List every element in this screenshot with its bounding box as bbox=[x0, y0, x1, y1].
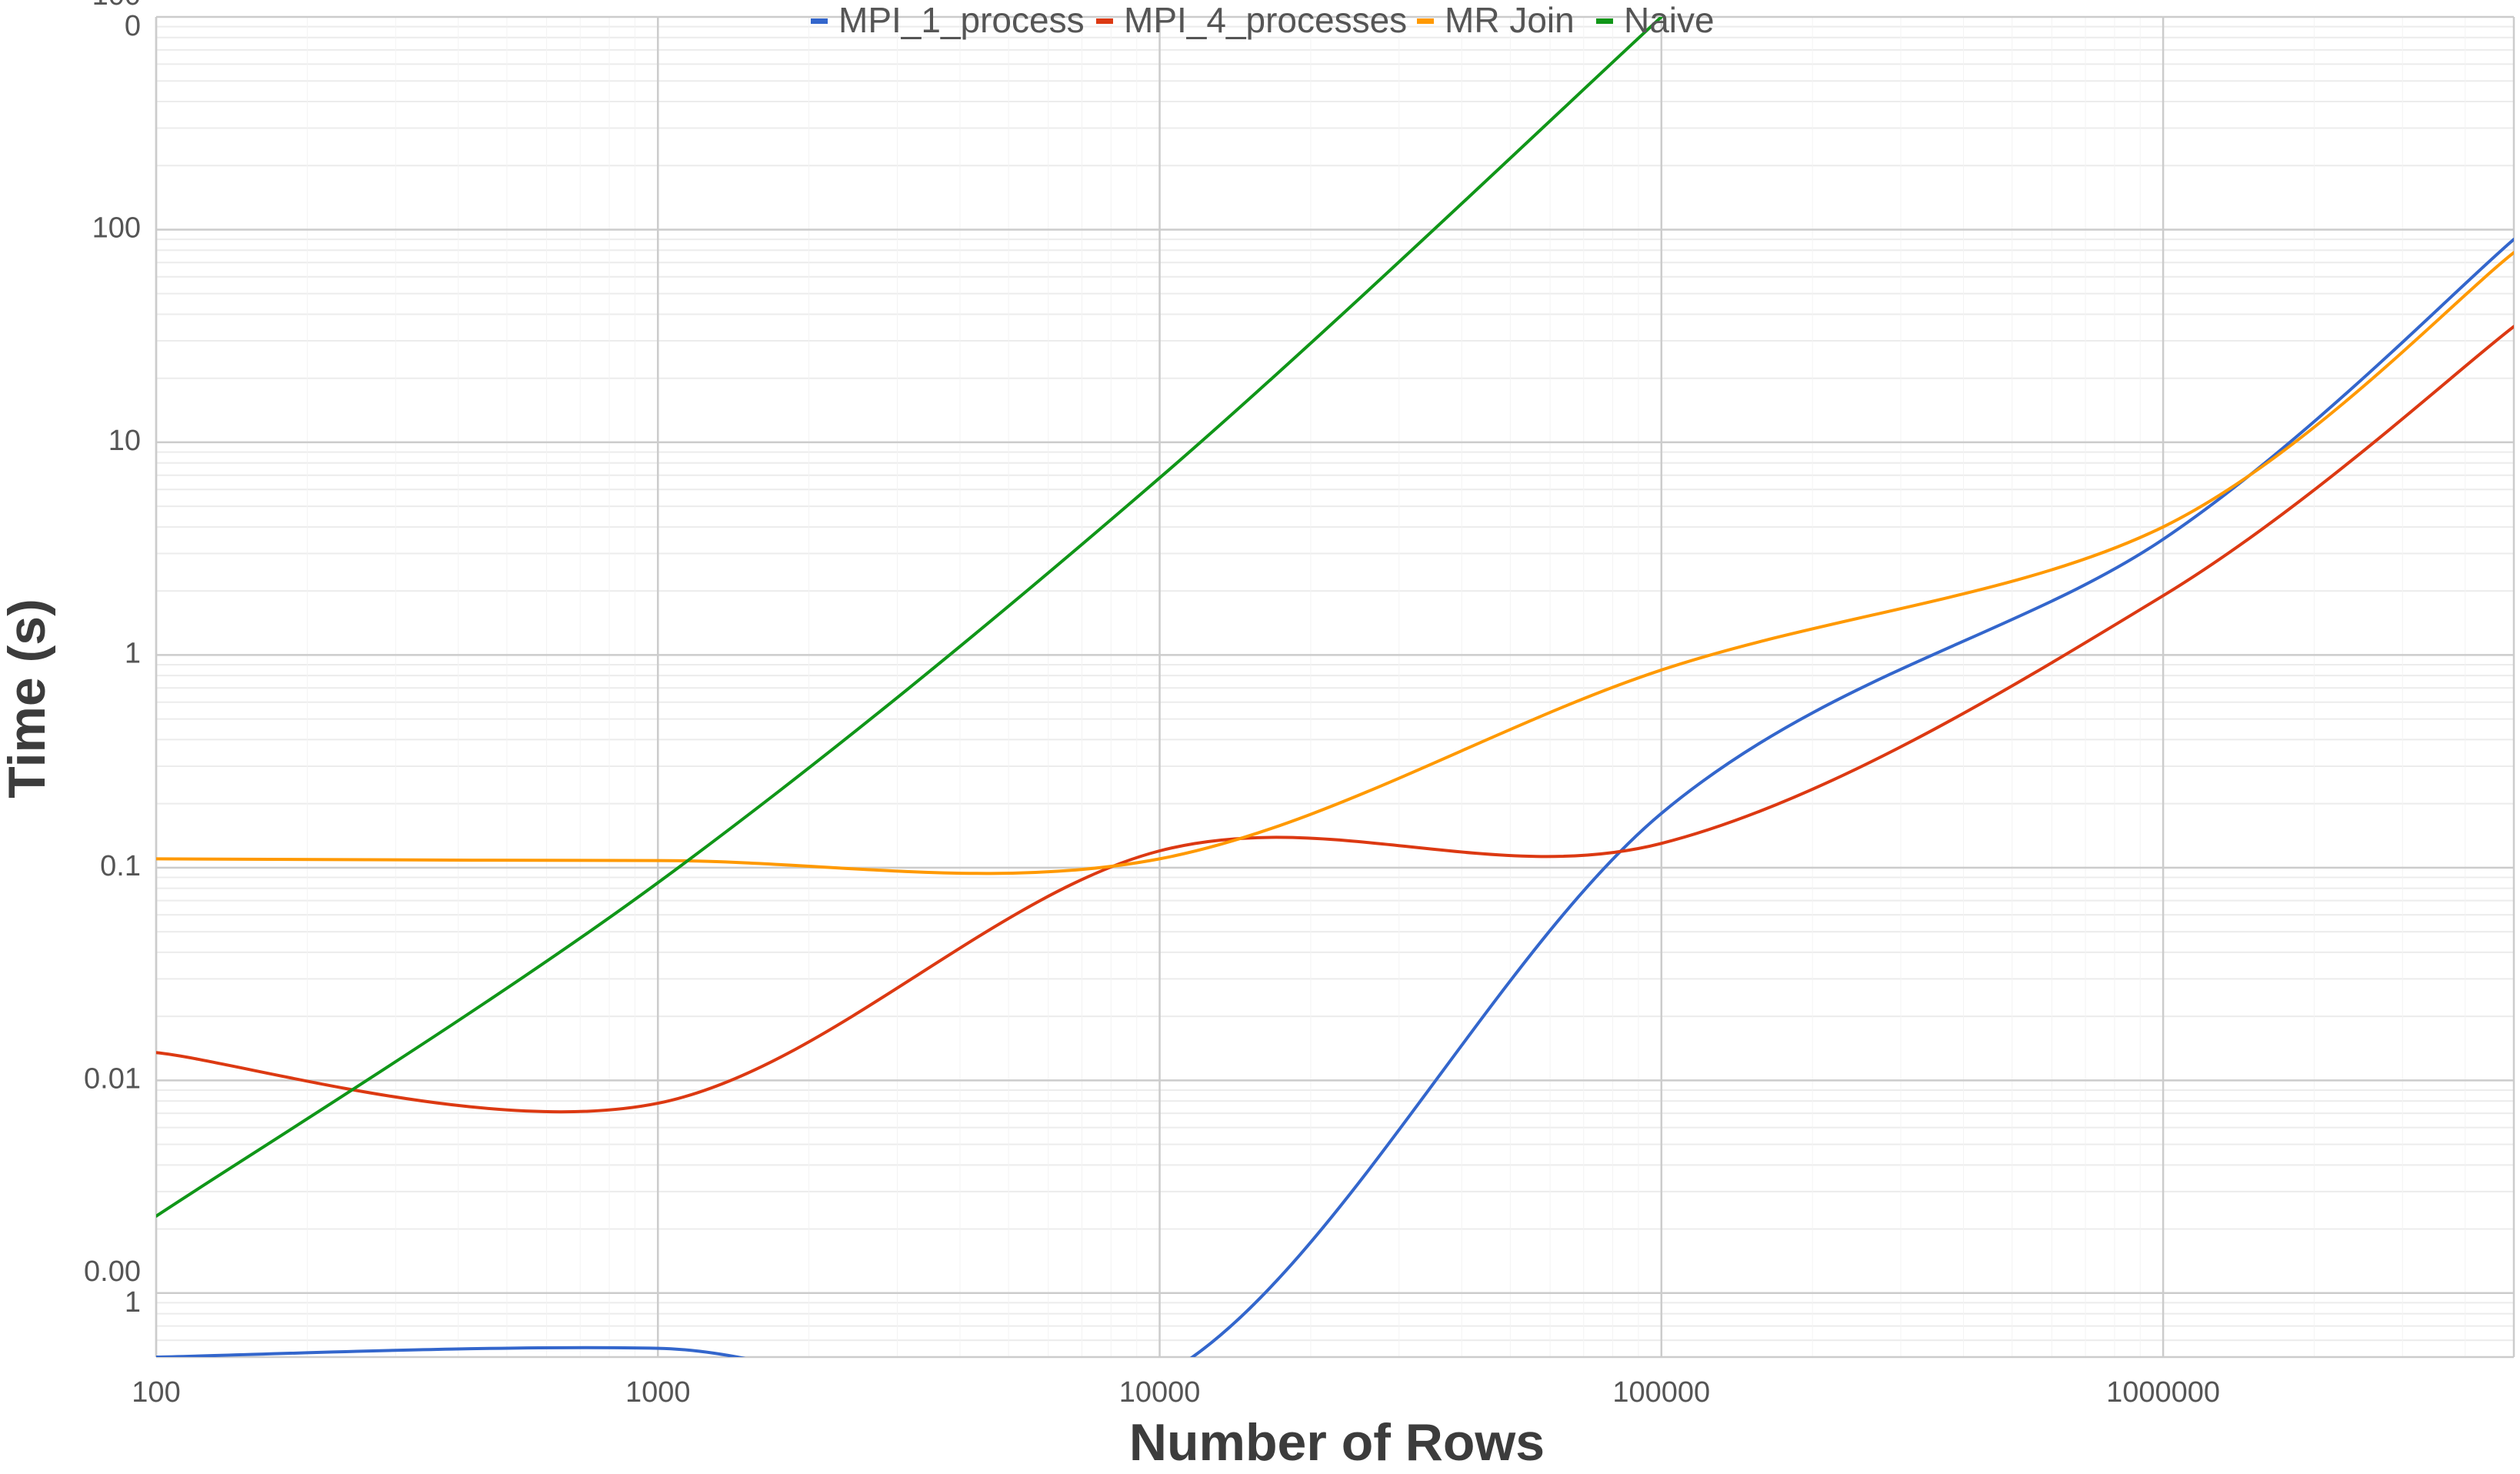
y-tick-label: 100 bbox=[92, 0, 141, 12]
legend: MPI_1_process MPI_4_processes MR Join Naive bbox=[811, 0, 1715, 40]
legend-item: MPI_4_processes bbox=[1096, 0, 1407, 40]
y-tick-label: 100 bbox=[92, 212, 141, 244]
legend-item: MPI_1_process bbox=[811, 0, 1085, 40]
x-tick-label: 10000 bbox=[1119, 1376, 1201, 1409]
y-tick-label: 1 bbox=[125, 637, 141, 669]
x-axis-title: Number of Rows bbox=[1129, 1413, 1545, 1472]
x-tick-label: 100000 bbox=[1612, 1376, 1710, 1409]
legend-label: MR Join bbox=[1445, 0, 1575, 40]
y-axis-title: Time (s) bbox=[0, 599, 56, 798]
series-line-mpi-4-processes bbox=[156, 325, 2514, 1114]
series-line-naive bbox=[156, 17, 1663, 1218]
legend-marker bbox=[811, 18, 828, 24]
legend-item: MR Join bbox=[1417, 0, 1575, 40]
series-line-mr-join bbox=[156, 251, 2514, 875]
y-tick-label: 0 bbox=[125, 10, 141, 42]
legend-marker bbox=[1096, 18, 1113, 24]
y-tick-label: 0.1 bbox=[100, 850, 141, 882]
y-tick-label: 1 bbox=[125, 1286, 141, 1319]
legend-label: MPI_4_processes bbox=[1124, 0, 1407, 40]
legend-label: Naive bbox=[1624, 0, 1715, 40]
y-tick-label: 10 bbox=[108, 425, 141, 457]
y-tick-label: 0.00 bbox=[84, 1256, 141, 1288]
series-lines bbox=[156, 17, 2514, 1357]
legend-label: MPI_1_process bbox=[838, 0, 1085, 40]
x-tick-label: 1000000 bbox=[2106, 1376, 2220, 1409]
legend-marker bbox=[1596, 18, 1613, 24]
y-tick-label: 0.01 bbox=[84, 1062, 141, 1095]
legend-marker bbox=[1417, 18, 1434, 24]
major-gridlines bbox=[155, 15, 2515, 1359]
x-tick-label: 100 bbox=[132, 1376, 180, 1409]
y-axis-tick-labels: 10001001010.10.010.001 bbox=[84, 0, 141, 1319]
series-line-mpi-1-process bbox=[156, 238, 2514, 1357]
minor-gridlines bbox=[156, 17, 2514, 1357]
x-tick-label: 1000 bbox=[625, 1376, 691, 1409]
x-axis-tick-labels: 100 1000 10000 100000 1000000 bbox=[132, 1376, 2220, 1409]
legend-item: Naive bbox=[1596, 0, 1715, 40]
